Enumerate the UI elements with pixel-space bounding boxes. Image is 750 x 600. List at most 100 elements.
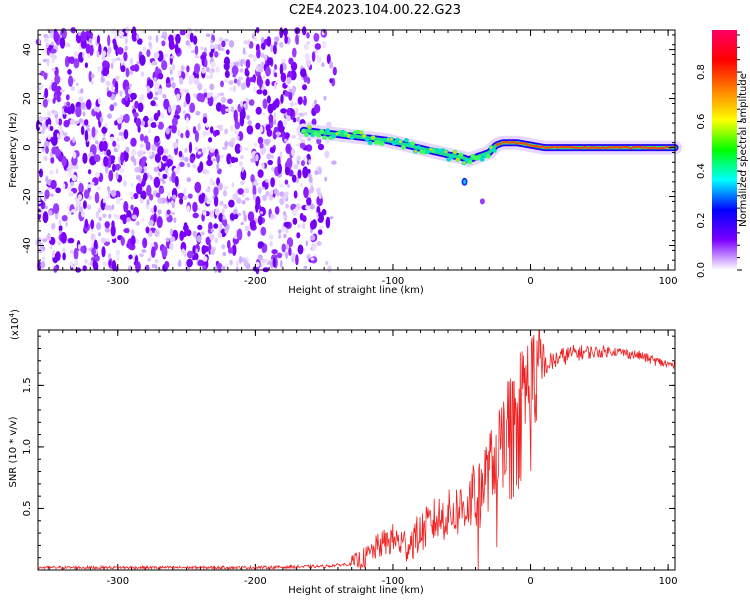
snr-series-line bbox=[37, 329, 675, 571]
noise-speckle bbox=[179, 197, 184, 205]
noise-speckle bbox=[170, 43, 176, 50]
noise-speckle bbox=[270, 177, 275, 188]
noise-speckle bbox=[91, 242, 94, 248]
noise-speckle bbox=[189, 156, 195, 164]
noise-speckle bbox=[270, 213, 274, 218]
noise-speckle bbox=[247, 120, 252, 126]
noise-speckle bbox=[196, 235, 202, 243]
noise-speckle bbox=[217, 232, 223, 238]
noise-speckle bbox=[273, 119, 277, 126]
noise-speckle bbox=[99, 140, 105, 152]
noise-speckle bbox=[171, 202, 175, 209]
noise-speckle bbox=[108, 204, 112, 211]
noise-speckle bbox=[257, 136, 264, 145]
noise-speckle bbox=[101, 50, 107, 57]
noise-speckle bbox=[151, 144, 157, 152]
signal-blob bbox=[586, 146, 590, 150]
noise-speckle bbox=[271, 254, 278, 260]
noise-speckle bbox=[162, 173, 168, 180]
noise-speckle bbox=[101, 126, 108, 134]
signal-blob bbox=[501, 141, 505, 144]
y-tick-label: 20 bbox=[22, 92, 33, 105]
noise-speckle bbox=[290, 101, 294, 107]
noise-speckle bbox=[73, 58, 80, 69]
noise-speckle bbox=[60, 232, 67, 244]
noise-speckle bbox=[306, 32, 310, 39]
noise-speckle bbox=[152, 96, 159, 101]
noise-speckle bbox=[158, 187, 165, 194]
noise-speckle bbox=[254, 261, 260, 268]
noise-speckle bbox=[192, 230, 197, 237]
noise-speckle bbox=[95, 140, 99, 145]
noise-speckle bbox=[94, 191, 100, 204]
signal-peak bbox=[462, 161, 466, 165]
noise-speckle bbox=[279, 41, 284, 48]
noise-speckle bbox=[97, 232, 102, 237]
noise-speckle bbox=[192, 35, 198, 45]
noise-speckle bbox=[240, 221, 244, 226]
noise-speckle bbox=[206, 33, 211, 37]
noise-speckle bbox=[259, 126, 263, 133]
noise-speckle bbox=[242, 47, 246, 55]
noise-speckle bbox=[48, 209, 53, 216]
noise-speckle bbox=[141, 249, 147, 253]
noise-speckle bbox=[186, 65, 190, 73]
noise-speckle bbox=[62, 183, 66, 190]
noise-speckle bbox=[120, 152, 125, 164]
noise-speckle bbox=[130, 65, 137, 72]
noise-speckle bbox=[202, 256, 208, 262]
noise-speckle bbox=[306, 41, 311, 45]
noise-speckle bbox=[80, 125, 85, 136]
noise-speckle bbox=[161, 155, 168, 162]
noise-speckle bbox=[165, 82, 172, 88]
noise-speckle bbox=[124, 95, 129, 101]
noise-speckle bbox=[173, 217, 177, 224]
noise-speckle bbox=[291, 135, 296, 139]
noise-speckle bbox=[145, 264, 150, 271]
noise-speckle bbox=[228, 199, 235, 208]
noise-speckle bbox=[332, 66, 337, 76]
snr-plot-area bbox=[38, 330, 675, 570]
noise-speckle bbox=[91, 247, 96, 256]
snr-y-multiplier: (x104) bbox=[8, 309, 21, 340]
noise-speckle bbox=[233, 109, 238, 122]
noise-speckle bbox=[222, 190, 228, 197]
noise-speckle bbox=[159, 178, 165, 182]
noise-speckle bbox=[321, 62, 325, 68]
noise-speckle bbox=[106, 195, 111, 199]
noise-speckle bbox=[288, 88, 293, 93]
noise-speckle bbox=[52, 203, 60, 214]
signal-peak bbox=[456, 158, 460, 161]
noise-speckle bbox=[218, 37, 224, 42]
noise-speckle bbox=[131, 229, 135, 236]
noise-speckle bbox=[137, 125, 141, 133]
noise-speckle bbox=[88, 70, 93, 83]
noise-speckle bbox=[243, 214, 247, 222]
noise-speckle bbox=[265, 124, 271, 132]
noise-speckle bbox=[103, 133, 106, 137]
signal-outlier bbox=[463, 179, 466, 184]
noise-speckle bbox=[271, 249, 278, 255]
noise-speckle bbox=[166, 159, 174, 167]
noise-speckle bbox=[157, 88, 163, 96]
noise-speckle bbox=[52, 250, 56, 258]
signal-blob bbox=[604, 146, 608, 150]
noise-speckle bbox=[44, 205, 48, 210]
signal-blob bbox=[349, 135, 355, 140]
signal-blob bbox=[556, 146, 560, 149]
noise-speckle bbox=[110, 28, 117, 34]
noise-speckle bbox=[82, 152, 88, 164]
noise-speckle bbox=[78, 182, 84, 194]
noise-speckle bbox=[240, 169, 247, 181]
noise-speckle bbox=[67, 237, 75, 244]
noise-speckle bbox=[331, 160, 337, 165]
noise-speckle bbox=[282, 119, 288, 128]
signal-blob bbox=[519, 142, 524, 145]
noise-speckle bbox=[123, 51, 128, 62]
noise-speckle bbox=[264, 138, 270, 145]
noise-speckle bbox=[178, 259, 182, 264]
noise-speckle bbox=[49, 30, 53, 35]
noise-speckle bbox=[213, 223, 219, 229]
noise-speckle bbox=[179, 29, 186, 36]
noise-speckle bbox=[140, 71, 145, 77]
